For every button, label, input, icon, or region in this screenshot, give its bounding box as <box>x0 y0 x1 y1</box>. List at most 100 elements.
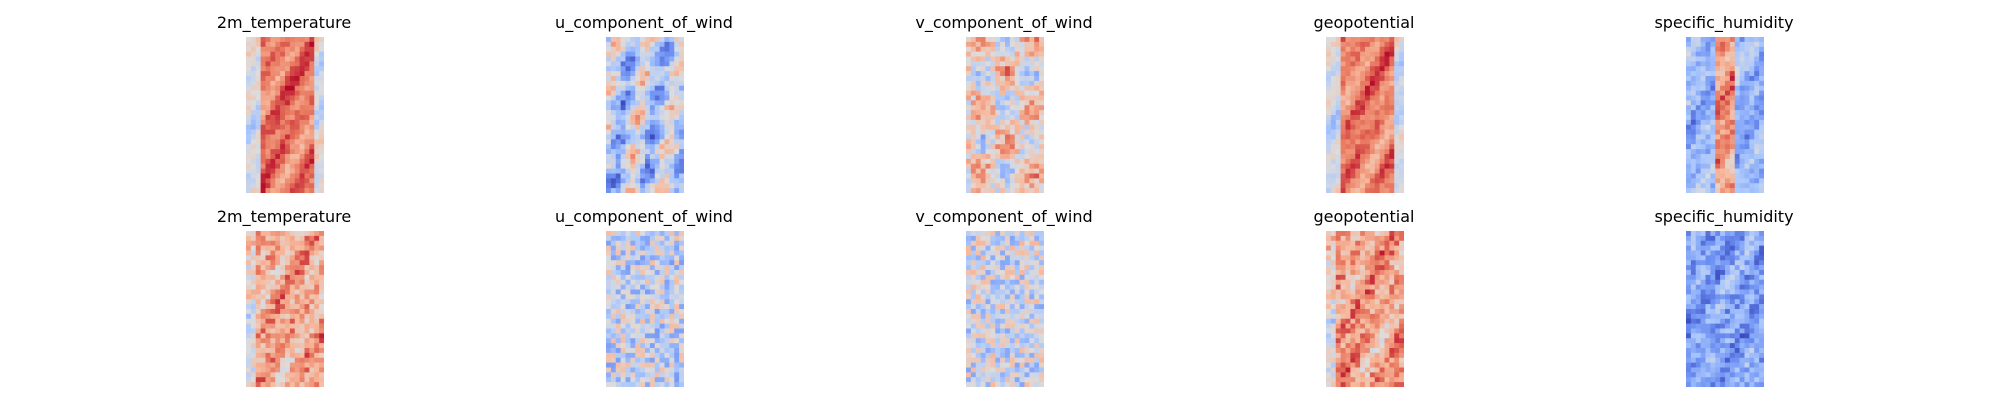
heatmap-cell <box>995 270 1001 276</box>
heatmap-cell <box>610 299 617 305</box>
heatmap-cell <box>1729 328 1736 334</box>
heatmap-cell <box>1024 144 1030 150</box>
heatmap-cell <box>1039 245 1044 251</box>
heatmap-cell <box>1335 80 1341 87</box>
heatmap-cell <box>1345 61 1351 67</box>
heatmap-cell <box>1034 265 1040 271</box>
heatmap-cell <box>1399 51 1404 57</box>
heatmap-cell <box>265 309 271 315</box>
heatmap-cell <box>1379 124 1385 130</box>
heatmap-cell <box>1340 274 1346 281</box>
heatmap-cell <box>275 144 281 150</box>
heatmap-cell <box>1014 309 1020 315</box>
heatmap-cell <box>1744 105 1750 111</box>
heatmap-cell <box>970 119 977 126</box>
heatmap-cell <box>1326 61 1332 67</box>
heatmap-cell <box>970 362 977 368</box>
heatmap-cell <box>309 318 315 324</box>
heatmap-cell <box>654 173 660 179</box>
heatmap-cell <box>1700 294 1706 300</box>
heatmap-cell <box>1326 270 1332 276</box>
heatmap-cell <box>265 158 271 165</box>
heatmap-cell <box>1739 61 1745 67</box>
heatmap-cell <box>1710 240 1716 246</box>
heatmap-cell <box>1019 279 1025 285</box>
heatmap-cell <box>1009 260 1016 266</box>
heatmap-cell <box>1715 168 1721 174</box>
heatmap-cell <box>250 279 257 285</box>
heatmap-cell <box>1000 245 1006 251</box>
heatmap-cell <box>1365 304 1371 310</box>
heatmap-cell <box>1695 284 1701 290</box>
heatmap-cell <box>1330 124 1337 130</box>
heatmap-cell <box>1705 51 1711 57</box>
heatmap-cell <box>309 299 315 305</box>
heatmap-cell <box>1754 149 1760 155</box>
heatmap-cell <box>1710 265 1716 271</box>
heatmap-cell <box>1369 139 1376 145</box>
heatmap-cell <box>1374 231 1380 237</box>
heatmap-cell <box>1005 95 1011 101</box>
heatmap-cell <box>669 37 675 43</box>
heatmap-cell <box>299 377 305 383</box>
heatmap-cell <box>1340 119 1346 126</box>
heatmap-cell <box>1686 37 1692 43</box>
heatmap-cell <box>649 260 656 266</box>
heatmap-cell <box>625 90 631 96</box>
heatmap-cell <box>1355 382 1361 387</box>
heatmap-cell <box>1394 245 1400 251</box>
heatmap-cell <box>1374 348 1380 354</box>
heatmap-cell <box>319 71 324 77</box>
heatmap-cell <box>664 66 670 72</box>
heatmap-cell <box>1725 115 1731 121</box>
heatmap-cell <box>1039 178 1044 184</box>
heatmap-cell <box>289 377 296 383</box>
heatmap-cell <box>654 178 660 184</box>
heatmap-cell <box>980 309 986 315</box>
heatmap-cell <box>285 362 291 368</box>
heatmap-cell <box>970 37 977 43</box>
heatmap-cell <box>270 372 276 378</box>
heatmap-cell <box>1739 100 1745 106</box>
heatmap-cell <box>640 183 646 189</box>
heatmap-cell <box>289 105 296 111</box>
heatmap-cell <box>1034 76 1040 82</box>
heatmap-cell <box>260 245 266 251</box>
heatmap-cell <box>1734 313 1740 320</box>
heatmap-cell <box>620 362 626 368</box>
heatmap-cell <box>664 235 670 242</box>
heatmap-cell <box>1729 304 1736 310</box>
heatmap-cell <box>990 245 996 251</box>
heatmap-cell <box>635 61 641 67</box>
heatmap-cell <box>285 343 291 349</box>
heatmap-cell <box>980 61 986 67</box>
heatmap-cell <box>289 90 296 96</box>
heatmap-cell <box>664 71 670 77</box>
heatmap-cell <box>1330 144 1337 150</box>
heatmap-cell <box>1715 110 1721 116</box>
heatmap-cell <box>1350 367 1356 373</box>
heatmap-cell <box>319 154 324 160</box>
heatmap-cell <box>1384 51 1390 57</box>
heatmap-cell <box>985 294 991 300</box>
heatmap-cell <box>1335 235 1341 242</box>
heatmap-cell <box>255 158 261 165</box>
heatmap-cell <box>309 279 315 285</box>
heatmap-cell <box>1686 173 1692 179</box>
heatmap-cell <box>679 154 684 160</box>
heatmap-cell <box>1374 313 1380 320</box>
heatmap-cell <box>630 328 636 334</box>
heatmap-cell <box>620 119 626 126</box>
heatmap-cell <box>1389 304 1395 310</box>
heatmap-cell <box>975 270 981 276</box>
heatmap-cell <box>1024 348 1030 354</box>
heatmap-cell <box>674 168 680 174</box>
heatmap-cell <box>1034 309 1040 315</box>
heatmap-cell <box>1754 129 1760 135</box>
heatmap-cell <box>1326 134 1332 140</box>
heatmap-cell <box>1034 144 1040 150</box>
heatmap-cell <box>280 158 286 165</box>
heatmap-cell <box>975 294 981 300</box>
heatmap-cell <box>1000 110 1006 116</box>
heatmap-cell <box>265 240 271 246</box>
